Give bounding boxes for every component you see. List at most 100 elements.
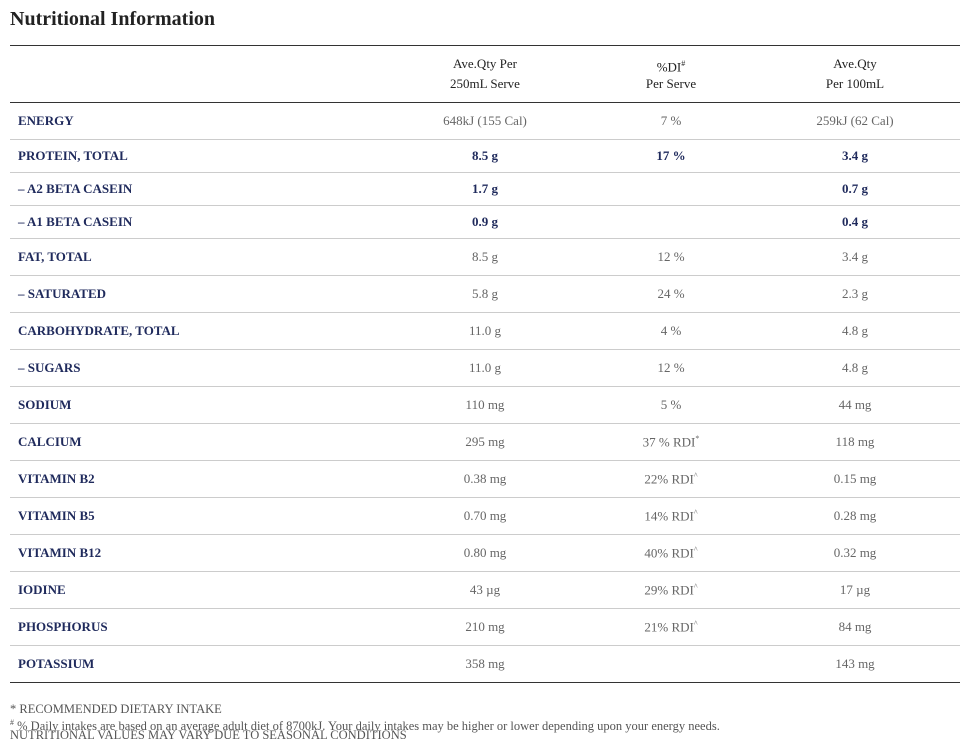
text: % Daily intakes are based on an average … [14, 719, 720, 734]
column-header: Ave.Qty [833, 56, 877, 71]
row-label: VITAMIN B5 [18, 507, 95, 523]
row-label: ENERGY [18, 112, 74, 128]
text: NUTRITIONAL VALUES MAY VARY DUE TO SEASO… [10, 728, 407, 742]
footnote: # % Daily intakes are based on an averag… [10, 716, 720, 733]
rule [10, 423, 960, 424]
row-label: CARBOHYDRATE, TOTAL [18, 322, 180, 338]
cell: 110 mg [465, 396, 505, 412]
column-header: Per 100mL [825, 76, 885, 91]
text: %DI [656, 59, 682, 75]
footnote: * RECOMMENDED DIETARY INTAKE [10, 703, 222, 716]
row-label: IODINE [18, 581, 66, 597]
cell: 21% RDI^ [571, 619, 771, 635]
cell: 7 % [660, 112, 682, 128]
cell: 0.7 g [842, 180, 868, 196]
row-label: FAT, TOTAL [18, 248, 92, 264]
text: 40% RDI [644, 544, 694, 560]
column-header: 250mL Serve [450, 76, 520, 91]
rule [10, 102, 960, 103]
column-header: Ave.Qty Per [452, 56, 518, 71]
cell: 5 % [660, 396, 682, 412]
text: 14% RDI [644, 507, 694, 523]
text: 29% RDI [644, 581, 694, 597]
cell: 17 % [656, 147, 686, 163]
cell: 648kJ (155 Cal) [443, 112, 527, 128]
cell: 3.4 g [842, 147, 868, 163]
rule [10, 238, 960, 239]
cell: 8.5 g [472, 147, 498, 163]
cell: 84 mg [838, 618, 872, 634]
text: * RECOMMENDED DIETARY INTAKE [10, 702, 222, 716]
row-label: – SATURATED [18, 285, 107, 301]
cell: 22% RDI^ [571, 471, 771, 487]
rule [10, 45, 960, 46]
cell: 12 % [657, 359, 685, 375]
row-label: – SUGARS [18, 359, 81, 375]
rule [10, 172, 960, 173]
cell: 12 % [657, 248, 685, 264]
row-label: VITAMIN B12 [18, 544, 102, 560]
row-label: – A2 BETA CASEIN [18, 180, 133, 196]
rule [10, 349, 960, 350]
superscript: # [681, 59, 686, 68]
rule [10, 312, 960, 313]
column-header: Per Serve [645, 76, 697, 91]
cell: 1.7 g [472, 180, 498, 196]
cell: 295 mg [465, 433, 505, 449]
rule [10, 682, 960, 683]
cell: 8.5 g [472, 248, 498, 264]
cell: 259kJ (62 Cal) [816, 112, 894, 128]
text: 21% RDI [644, 618, 694, 634]
row-label: PHOSPHORUS [18, 618, 108, 634]
cell: 29% RDI^ [571, 582, 771, 598]
cell: 4.8 g [842, 322, 868, 338]
row-label: CALCIUM [18, 433, 82, 449]
superscript: * [695, 433, 700, 443]
cell: 0.15 mg [833, 470, 877, 486]
rule [10, 139, 960, 140]
superscript: ^ [693, 470, 698, 480]
row-label: VITAMIN B2 [18, 470, 95, 486]
superscript: ^ [693, 581, 698, 591]
cell: 0.38 mg [463, 470, 507, 486]
cell: 11.0 g [468, 359, 502, 375]
text: 22% RDI [644, 470, 694, 486]
cell: 0.4 g [842, 213, 868, 229]
superscript: ^ [693, 507, 698, 517]
cell: 0.80 mg [463, 544, 507, 560]
cell: 24 % [657, 285, 685, 301]
row-label: SODIUM [18, 396, 72, 412]
superscript: ^ [693, 618, 698, 628]
row-label: – A1 BETA CASEIN [18, 213, 133, 229]
cell: 40% RDI^ [571, 545, 771, 561]
cell: 0.32 mg [833, 544, 877, 560]
rule [10, 386, 960, 387]
rule [10, 645, 960, 646]
title: Nutritional Information [10, 8, 215, 30]
superscript: # [10, 718, 14, 727]
cell: 11.0 g [468, 322, 502, 338]
rule [10, 205, 960, 206]
cell: 37 % RDI* [571, 434, 771, 450]
rule [10, 275, 960, 276]
cell: 118 mg [835, 433, 875, 449]
rule [10, 571, 960, 572]
cell: 3.4 g [842, 248, 868, 264]
cell: 210 mg [465, 618, 505, 634]
cell: 0.28 mg [833, 507, 877, 523]
rule [10, 534, 960, 535]
cell: 14% RDI^ [571, 508, 771, 524]
cell: 4.8 g [842, 359, 868, 375]
column-header: %DI# [571, 54, 771, 77]
rule [10, 460, 960, 461]
cell: 2.3 g [842, 285, 868, 301]
cell: 4 % [660, 322, 682, 338]
cell: 143 mg [835, 655, 875, 671]
cell: 17 µg [839, 581, 871, 597]
cell: 43 µg [469, 581, 501, 597]
superscript: ^ [693, 544, 698, 554]
row-label: POTASSIUM [18, 655, 95, 671]
cell: 44 mg [838, 396, 872, 412]
cell: 358 mg [465, 655, 505, 671]
